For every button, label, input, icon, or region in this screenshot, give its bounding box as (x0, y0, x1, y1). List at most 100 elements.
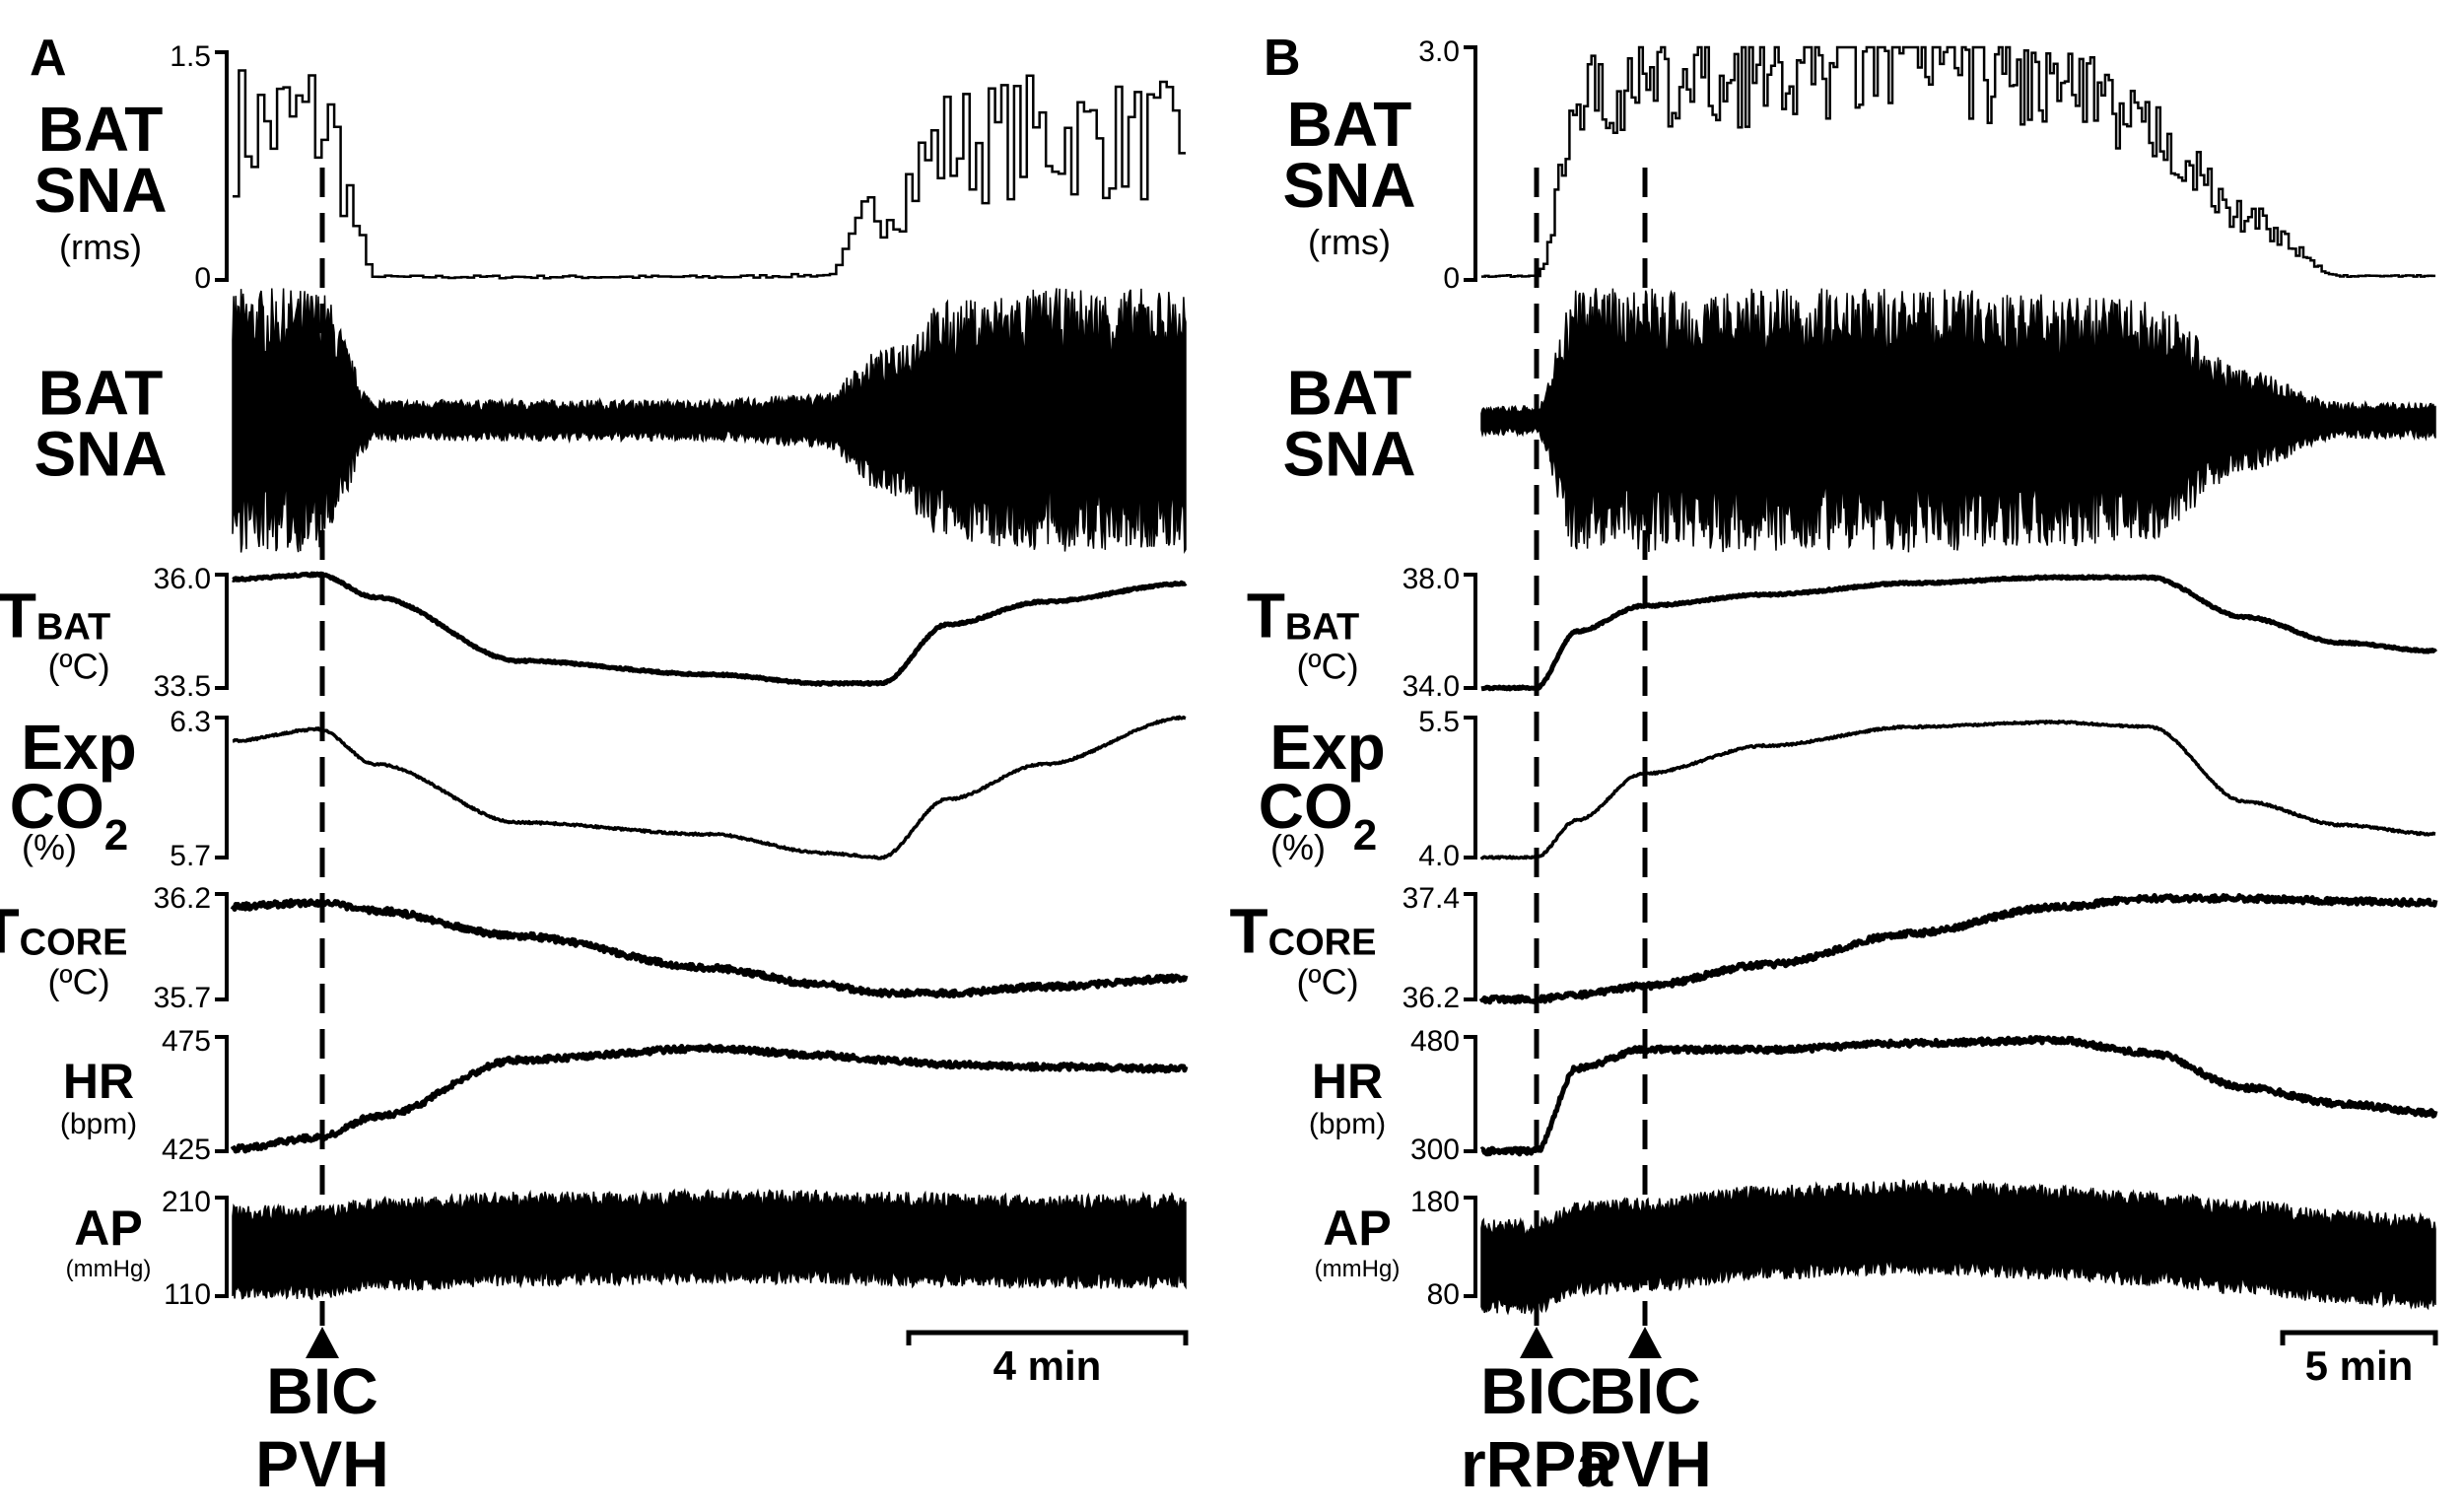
label-main: TCORE (0, 896, 127, 967)
y-tick-top: 36.0 (154, 563, 211, 595)
unit-label: (bpm) (1309, 1108, 1386, 1140)
y-axis-bracket (215, 50, 229, 282)
label-main: TBAT (1247, 581, 1359, 652)
unit-label: (rms) (59, 227, 142, 267)
y-tick-top: 1.5 (170, 40, 211, 73)
y-axis-bracket (215, 716, 229, 859)
y-tick-top: 5.5 (1418, 706, 1460, 738)
trace-co2 (232, 715, 1187, 860)
event-label-line-1: BIC (266, 1354, 378, 1427)
y-axis-bracket (215, 1035, 229, 1153)
label-line-1: BAT (38, 94, 164, 165)
unit-label: (ºC) (1296, 647, 1358, 687)
label-line-2: SNA (1282, 419, 1415, 490)
label-line-1: BAT (38, 358, 164, 429)
label-line-2: CO2 (10, 771, 128, 859)
row-label-ap: AP(mmHg) (66, 1201, 152, 1282)
y-tick-bottom: 0 (1443, 262, 1460, 295)
event-label-line-1: BIC (1480, 1354, 1593, 1427)
unit-label: (%) (1270, 827, 1326, 867)
row-label-tcore: TCORE(ºC) (0, 896, 127, 1002)
trace-co2 (1479, 720, 2436, 860)
trace-bat_raw (232, 288, 1187, 554)
row-label-tcore: TCORE(ºC) (1230, 896, 1377, 1002)
y-tick-top: 210 (162, 1186, 211, 1218)
row-label-ap: AP(mmHg) (1315, 1201, 1401, 1282)
y-axis-bracket (1464, 892, 1477, 1001)
label-line-1: AP (1323, 1201, 1391, 1256)
label-main: TBAT (0, 581, 110, 652)
label-line-1: BAT (1287, 358, 1412, 429)
trace-tbat (1479, 574, 2438, 692)
event-arrow-icon (1628, 1327, 1662, 1358)
y-tick-top: 36.2 (154, 882, 211, 915)
unit-label: (bpm) (60, 1108, 137, 1140)
time-scale-bar (906, 1330, 1189, 1345)
label-line-1: BAT (1287, 89, 1412, 160)
unit-label: (mmHg) (66, 1256, 152, 1282)
event-arrow-icon (1520, 1327, 1553, 1358)
y-axis-bracket (215, 573, 229, 690)
y-tick-bottom: 0 (194, 262, 211, 295)
y-axis-bracket (215, 1196, 229, 1298)
event-label-line-1: BIC (1589, 1354, 1701, 1427)
y-tick-bottom: 5.7 (170, 840, 211, 872)
panel-a: A 1.50BATSNA(rms)BATSNA36.033.5TBAT(ºC)6.… (0, 30, 1189, 1500)
label-line-2: CO2 (1259, 771, 1377, 859)
label-main: TCORE (1230, 896, 1377, 967)
label-line-1: HR (1312, 1054, 1383, 1109)
y-tick-top: 180 (1410, 1186, 1460, 1218)
trace-hr (1479, 1035, 2438, 1157)
unit-label: (ºC) (47, 647, 109, 687)
unit-label: (mmHg) (1315, 1256, 1401, 1282)
event-label-line-2: PVH (255, 1427, 389, 1500)
unit-label: (%) (22, 827, 77, 867)
label-line-2: SNA (34, 155, 167, 226)
y-axis-bracket (1464, 573, 1477, 690)
trace-tcore (1478, 893, 2438, 1005)
trace-ap (232, 1187, 1187, 1301)
unit-label: (rms) (1308, 222, 1391, 262)
y-tick-top: 475 (162, 1025, 211, 1058)
y-tick-bottom: 110 (164, 1278, 211, 1311)
y-tick-top: 6.3 (170, 706, 211, 738)
y-tick-top: 480 (1410, 1025, 1460, 1058)
panel-b: B 3.00BATSNA(rms)BATSNA38.034.0TBAT(ºC)5.… (1230, 30, 2438, 1500)
panel-letter: B (1264, 30, 1301, 87)
row-label-hr: HR(bpm) (60, 1054, 137, 1140)
y-axis-bracket (1464, 1196, 1477, 1298)
y-tick-bottom: 34.0 (1403, 670, 1460, 703)
y-tick-bottom: 35.7 (154, 982, 211, 1014)
label-line-1: Exp (21, 712, 136, 783)
event-label-line-2: rRPa (1461, 1427, 1613, 1500)
y-axis-bracket (1464, 716, 1477, 859)
trace-bat_raw (1480, 288, 2436, 553)
label-line-1: Exp (1269, 712, 1385, 783)
trace-bat_rms (1481, 45, 2435, 279)
y-tick-top: 38.0 (1403, 563, 1460, 595)
label-line-2: SNA (34, 419, 167, 490)
trace-ap (1480, 1179, 2436, 1316)
y-tick-bottom: 425 (162, 1134, 211, 1166)
trace-tcore (230, 898, 1189, 999)
y-tick-bottom: 33.5 (154, 670, 211, 703)
y-tick-top: 37.4 (1403, 882, 1460, 915)
panel-letter: A (30, 30, 67, 87)
trace-bat_rms (233, 69, 1186, 280)
y-axis-bracket (215, 892, 229, 1001)
label-line-1: AP (74, 1201, 142, 1256)
y-tick-bottom: 300 (1410, 1134, 1460, 1166)
event-arrow-icon (306, 1327, 339, 1358)
row-label-tbat: TBAT(ºC) (1247, 581, 1359, 687)
time-scale-bar (2280, 1330, 2438, 1345)
time-scale-label: 4 min (993, 1342, 1102, 1389)
y-tick-bottom: 80 (1427, 1278, 1460, 1311)
y-axis-bracket (1464, 45, 1477, 282)
trace-tbat (231, 571, 1188, 687)
